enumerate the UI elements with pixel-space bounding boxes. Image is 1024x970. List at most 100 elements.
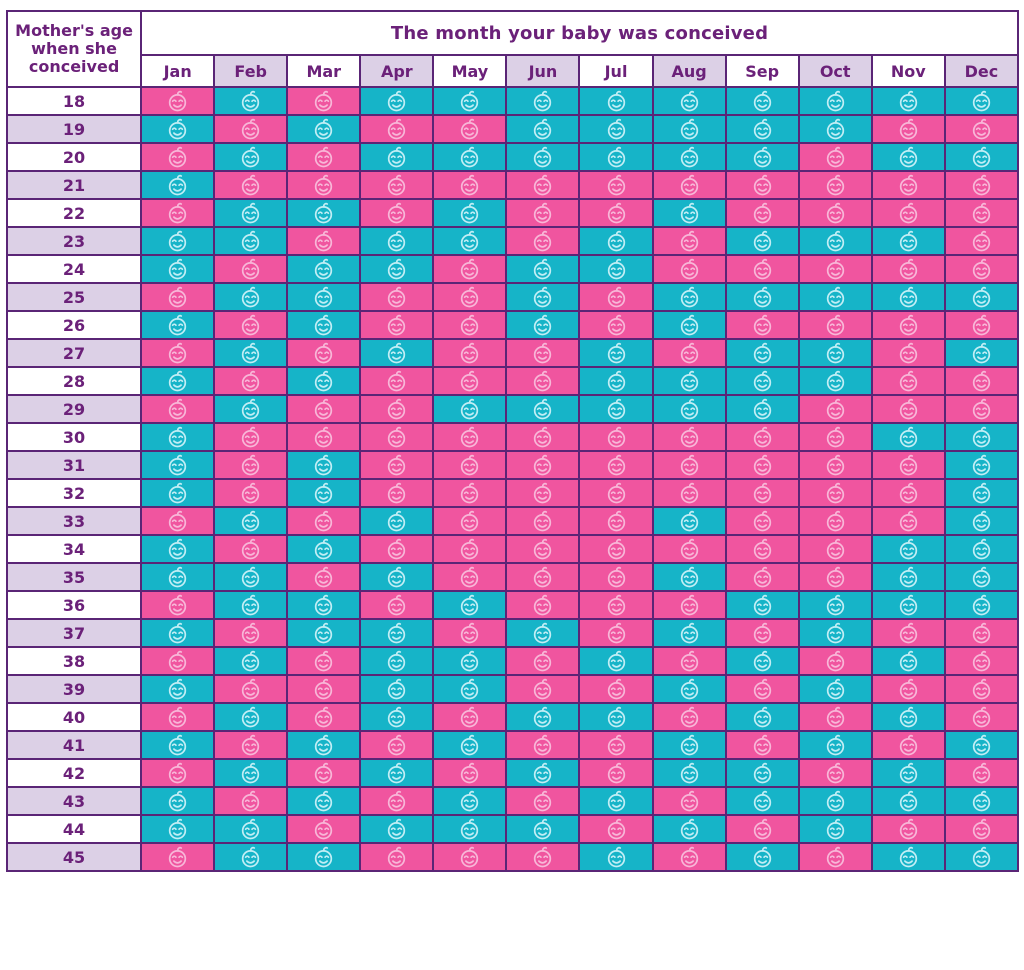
cell-age-32-sep-pink — [724, 478, 800, 508]
cell-age-36-jun-pink — [505, 590, 581, 620]
baby-face-icon — [899, 818, 917, 839]
cell-age-39-nov-pink — [870, 674, 946, 704]
cell-age-30-may-pink — [432, 422, 508, 452]
baby-face-icon — [826, 398, 844, 419]
cell-age-18-apr-blue — [359, 86, 435, 116]
cell-age-24-jun-blue — [505, 254, 581, 284]
baby-face-icon — [753, 146, 771, 167]
baby-face-icon — [972, 818, 991, 839]
cell-age-31-sep-pink — [724, 450, 800, 480]
cell-age-20-dec-blue — [943, 142, 1020, 172]
baby-face-icon — [753, 174, 771, 195]
baby-face-icon — [461, 454, 479, 475]
cell-age-27-mar-pink — [286, 338, 362, 368]
baby-face-icon — [972, 202, 991, 223]
age-row-label: 42 — [5, 758, 143, 788]
baby-face-icon — [388, 426, 406, 447]
cell-age-40-jan-pink — [140, 702, 216, 732]
month-header-jul: Jul — [578, 54, 654, 88]
cell-age-24-nov-pink — [870, 254, 946, 284]
baby-face-icon — [461, 510, 479, 531]
baby-face-icon — [972, 314, 991, 335]
baby-face-icon — [534, 314, 552, 335]
table-row-age-32: 32 — [5, 478, 1020, 508]
cell-age-33-dec-blue — [943, 506, 1020, 536]
cell-age-32-nov-pink — [870, 478, 946, 508]
baby-face-icon — [753, 762, 771, 783]
baby-face-icon — [607, 286, 625, 307]
cell-age-25-mar-blue — [286, 282, 362, 312]
baby-face-icon — [972, 538, 991, 559]
cell-age-28-mar-blue — [286, 366, 362, 396]
cell-age-32-oct-pink — [797, 478, 873, 508]
table-row-age-27: 27 — [5, 338, 1020, 368]
baby-face-icon — [972, 678, 991, 699]
baby-face-icon — [168, 650, 187, 671]
baby-face-icon — [168, 566, 187, 587]
baby-face-icon — [607, 818, 625, 839]
cell-age-23-jan-blue — [140, 226, 216, 256]
baby-face-icon — [242, 286, 260, 307]
cell-age-37-may-pink — [432, 618, 508, 648]
baby-face-icon — [168, 678, 187, 699]
baby-face-icon — [242, 174, 260, 195]
cell-age-18-nov-blue — [870, 86, 946, 116]
cell-age-32-may-pink — [432, 478, 508, 508]
baby-face-icon — [461, 594, 479, 615]
baby-face-icon — [826, 118, 844, 139]
baby-face-icon — [680, 678, 698, 699]
cell-age-20-jun-blue — [505, 142, 581, 172]
cell-age-30-jun-pink — [505, 422, 581, 452]
baby-face-icon — [826, 370, 844, 391]
table-row-age-43: 43 — [5, 786, 1020, 816]
age-row-label: 34 — [5, 534, 143, 564]
cell-age-19-sep-blue — [724, 114, 800, 144]
month-header-sep: Sep — [724, 54, 800, 88]
baby-face-icon — [242, 90, 260, 111]
baby-face-icon — [680, 510, 698, 531]
baby-face-icon — [388, 286, 406, 307]
baby-face-icon — [315, 230, 333, 251]
baby-face-icon — [607, 734, 625, 755]
cell-age-33-may-pink — [432, 506, 508, 536]
baby-face-icon — [680, 398, 698, 419]
baby-face-icon — [168, 454, 187, 475]
cell-age-44-feb-blue — [213, 814, 289, 844]
baby-face-icon — [826, 538, 844, 559]
baby-face-icon — [899, 314, 917, 335]
cell-age-40-may-pink — [432, 702, 508, 732]
baby-face-icon — [680, 174, 698, 195]
cell-age-31-may-pink — [432, 450, 508, 480]
cell-age-30-nov-blue — [870, 422, 946, 452]
cell-age-18-jun-blue — [505, 86, 581, 116]
cell-age-21-oct-pink — [797, 170, 873, 200]
table-row-age-33: 33 — [5, 506, 1020, 536]
cell-age-35-apr-blue — [359, 562, 435, 592]
age-row-label: 35 — [5, 562, 143, 592]
baby-face-icon — [607, 146, 625, 167]
cell-age-29-jul-blue — [578, 394, 654, 424]
cell-age-38-nov-blue — [870, 646, 946, 676]
cell-age-42-jul-pink — [578, 758, 654, 788]
baby-face-icon — [168, 90, 187, 111]
cell-age-18-feb-blue — [213, 86, 289, 116]
cell-age-44-aug-blue — [651, 814, 727, 844]
cell-age-20-oct-pink — [797, 142, 873, 172]
cell-age-21-mar-pink — [286, 170, 362, 200]
cell-age-44-dec-pink — [943, 814, 1020, 844]
cell-age-24-apr-blue — [359, 254, 435, 284]
cell-age-33-mar-pink — [286, 506, 362, 536]
cell-age-23-sep-blue — [724, 226, 800, 256]
top-header-row: Mother's age when she conceived The mont… — [5, 10, 1019, 88]
baby-face-icon — [242, 482, 260, 503]
age-row-label: 22 — [5, 198, 143, 228]
cell-age-24-feb-pink — [213, 254, 289, 284]
cell-age-26-feb-pink — [213, 310, 289, 340]
cell-age-37-apr-blue — [359, 618, 435, 648]
baby-face-icon — [826, 314, 844, 335]
baby-face-icon — [242, 538, 260, 559]
baby-face-icon — [315, 398, 333, 419]
baby-face-icon — [461, 202, 479, 223]
baby-face-icon — [168, 258, 187, 279]
baby-face-icon — [972, 510, 991, 531]
